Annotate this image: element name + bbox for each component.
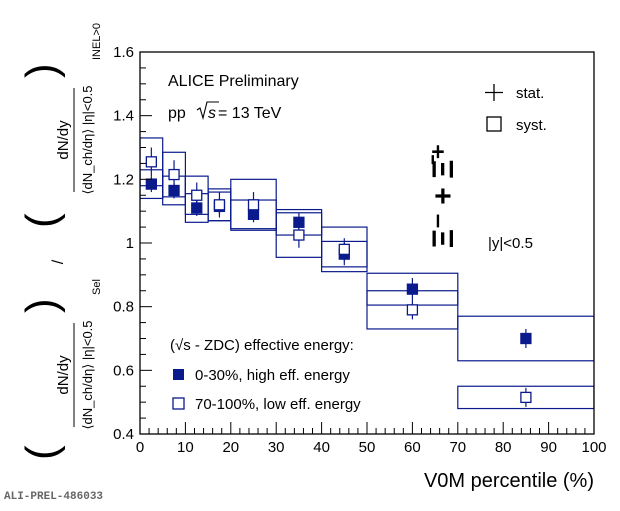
data-point-low (520, 391, 532, 404)
system-value: = 13 TeV (218, 105, 282, 122)
y-tick-label: 1.2 (113, 171, 134, 188)
legend-series-high: 0-30%, high eff. energy (173, 367, 350, 384)
x-tick-label: 40 (313, 439, 330, 456)
y-close-paren-1: ) (17, 298, 66, 313)
data-point-low (338, 243, 350, 256)
preliminary-id: ALI-PREL-486033 (4, 491, 104, 503)
rapidity-label: |y|<0.5 (488, 235, 533, 252)
legend-series-high-label: 0-30%, high eff. energy (195, 367, 350, 384)
y-divider: / (50, 259, 67, 264)
y-tick-label: 1.4 (113, 108, 134, 125)
y-tick-label: 1 (126, 235, 134, 252)
x-tick-label: 80 (495, 439, 512, 456)
legend-stat-label: stat. (516, 85, 544, 102)
system-energy: s (208, 105, 216, 122)
particle-label: Ξ⁻ + Ξ̄⁺ (427, 144, 460, 248)
sqrt-sign (196, 101, 219, 121)
y-open-paren-2: ( (17, 213, 66, 228)
y-inel-numerator-ratio: ⟨dN_ch/dη⟩ |η|<0.5 (80, 85, 95, 194)
data-point-low (293, 229, 305, 241)
x-tick-label: 70 (449, 439, 466, 456)
data-point-high (247, 208, 260, 221)
y-tick-label: 0.8 (113, 299, 134, 316)
x-tick-label: 50 (359, 439, 376, 456)
data-point-low (191, 189, 203, 201)
data-point-high (191, 202, 203, 214)
system-label: pp s = 13 TeV (168, 101, 282, 122)
legend-syst-label: syst. (516, 117, 547, 134)
y-inel-numerator-top: dN/dy (55, 120, 72, 160)
x-tick-label: 10 (177, 439, 194, 456)
x-tick-label: 90 (540, 439, 557, 456)
legend-syst: syst. (486, 116, 547, 134)
cross-icon (485, 84, 503, 101)
y-axis-label: ( dN/dy ⟨dN_ch/dη⟩ |η|<0.5 ) Sel / ( dN/… (17, 23, 103, 460)
syst-box (321, 226, 368, 273)
filled-square-icon (173, 369, 184, 380)
data-point-high (168, 184, 180, 197)
data-point-high (406, 283, 419, 295)
legend-series-low-label: 70-100%, low eff. energy (195, 396, 361, 413)
data-point-high (293, 216, 305, 228)
system-prefix: pp (168, 105, 186, 122)
x-tick-label: 60 (404, 439, 421, 456)
data-point-high (145, 178, 158, 190)
legend-series-low: 70-100%, low eff. energy (172, 396, 361, 413)
data-point-low (247, 199, 260, 211)
y-open-paren-1: ( (17, 445, 66, 460)
syst-box (230, 178, 277, 231)
data-point-high (520, 332, 532, 345)
open-square-icon (172, 397, 185, 410)
x-tick-label: 0 (136, 439, 144, 456)
y-tick-label: 0.4 (113, 426, 134, 443)
data-point-low (145, 156, 158, 168)
y-sel-subscript: Sel (91, 279, 103, 295)
x-tick-label: 100 (581, 439, 606, 456)
legend-title: (√s - ZDC) effective energy: (170, 337, 354, 354)
data-point-low (213, 199, 226, 211)
y-tick-label: 0.6 (113, 362, 134, 379)
data-point-low (168, 168, 180, 181)
legend-stat: stat. (485, 84, 544, 102)
y-sel-numerator-ratio: ⟨dN_ch/dη⟩ |η|<0.5 (80, 320, 95, 429)
x-axis-label: V0M percentile (%) (424, 470, 594, 492)
y-close-paren-2: ) (17, 63, 66, 78)
experiment-label: ALICE Preliminary (168, 73, 299, 90)
y-inel-subscript: INEL>0 (91, 23, 103, 60)
y-tick-label: 1.6 (113, 44, 134, 61)
y-sel-numerator-top: dN/dy (55, 355, 72, 395)
x-tick-label: 20 (222, 439, 239, 456)
open-square-icon (486, 116, 502, 132)
x-tick-label: 30 (268, 439, 285, 456)
data-point-low (406, 304, 419, 316)
